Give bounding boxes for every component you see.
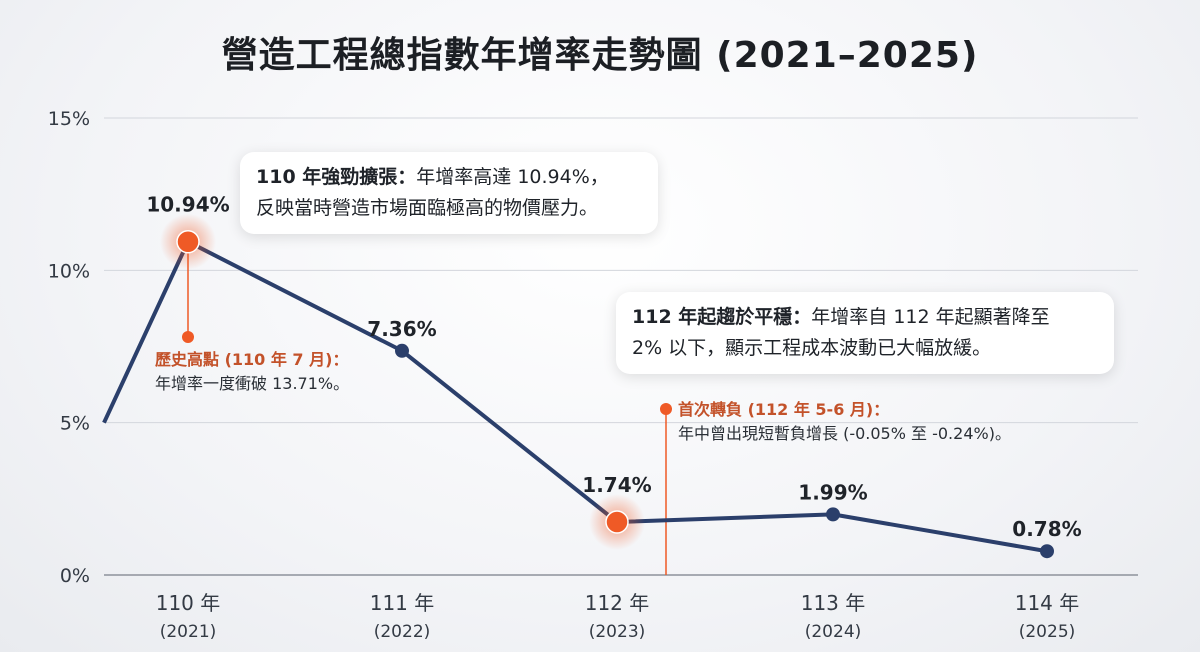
x-tick-sublabel: (2022): [374, 622, 431, 642]
callout-110-text: 年增率高達 10.94%，: [416, 166, 609, 188]
callout-110-title: 110 年強勁擴張：: [256, 166, 417, 188]
data-point-highlight: [605, 510, 629, 534]
x-tick-label: 113 年: [801, 591, 866, 615]
note-first-negative: 首次轉負 (112 年 5-6 月)： 年中曾出現短暫負增長 (-0.05% 至…: [678, 398, 1011, 446]
line-layer: [102, 239, 1048, 554]
x-tick-sublabel: (2025): [1019, 622, 1076, 642]
x-tick-sublabel: (2024): [805, 622, 862, 642]
data-label: 1.74%: [582, 473, 651, 497]
data-label: 0.78%: [1012, 517, 1081, 541]
y-tick-label: 5%: [60, 413, 90, 435]
x-tick-sublabel: (2023): [589, 622, 646, 642]
leader-dot-112: [660, 403, 672, 415]
series-line: [102, 239, 1048, 554]
x-tick-label: 112 年: [585, 591, 650, 615]
data-label: 7.36%: [367, 317, 436, 341]
callout-112-stable: 112 年起趨於平穩：年增率自 112 年起顯著降至 2% 以下，顯示工程成本波…: [616, 292, 1114, 374]
note-historic-high: 歷史高點 (110 年 7 月)： 年增率一度衝破 13.71%。: [155, 348, 349, 396]
callout-112-text: 年增率自 112 年起顯著降至: [811, 306, 1050, 328]
y-tick-label: 15%: [48, 108, 90, 130]
data-point: [826, 507, 840, 522]
data-point: [395, 343, 409, 358]
leader-dot-110: [182, 331, 194, 343]
y-tick-label: 10%: [48, 260, 90, 282]
point-layer: [160, 213, 1054, 559]
x-tick-label: 110 年: [156, 591, 221, 615]
axis-layer: 0% 5% 10% 15% 110 年 (2021) 111 年 (2022) 112 年 (20…: [48, 108, 1080, 642]
note-historic-high-text: 年增率一度衝破 13.71%。: [155, 374, 350, 393]
y-tick-label: 0%: [60, 565, 90, 587]
x-tick-sublabel: (2021): [160, 622, 217, 642]
note-first-negative-text: 年中曾出現短暫負增長 (-0.05% 至 -0.24%)。: [678, 424, 1011, 443]
data-label: 10.94%: [146, 193, 229, 217]
note-historic-high-title: 歷史高點 (110 年 7 月)：: [155, 350, 349, 369]
callout-110-text-2: 反映當時營造市場面臨極高的物價壓力。: [256, 197, 599, 219]
note-first-negative-title: 首次轉負 (112 年 5-6 月)：: [678, 400, 890, 419]
callout-110-expansion: 110 年強勁擴張：年增率高達 10.94%， 反映當時營造市場面臨極高的物價壓…: [240, 152, 658, 234]
chart-title: 營造工程總指數年增率走勢圖 (2021–2025): [221, 35, 979, 76]
callout-112-text-2: 2% 以下，顯示工程成本波動已大幅放緩。: [632, 337, 992, 359]
label-layer: 10.94% 7.36% 1.74% 1.99% 0.78%: [146, 193, 1081, 542]
data-point-highlight: [176, 229, 200, 254]
callout-112-title: 112 年起趨於平穩：: [632, 306, 812, 328]
data-point: [1040, 544, 1054, 559]
grid-layer: [104, 117, 1138, 576]
x-tick-label: 114 年: [1015, 591, 1080, 615]
data-label: 1.99%: [798, 480, 867, 504]
x-tick-label: 111 年: [370, 591, 435, 615]
